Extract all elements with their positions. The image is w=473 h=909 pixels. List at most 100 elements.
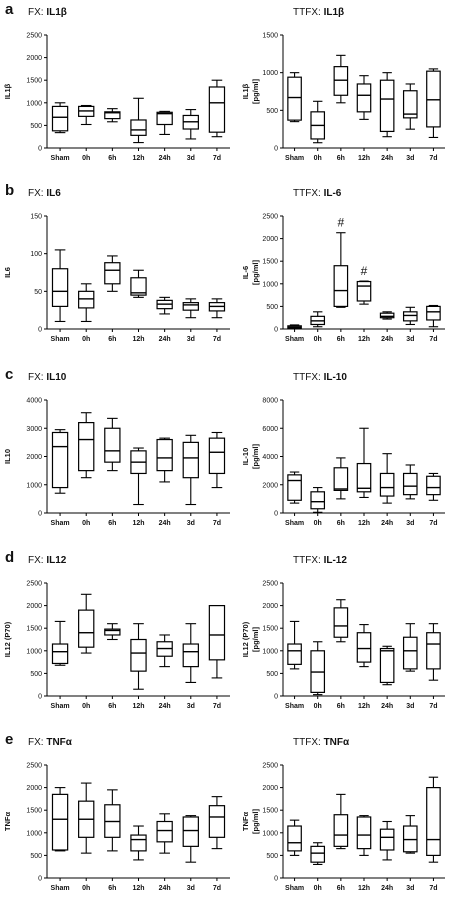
chart-title-a-fx: FX: IL1β bbox=[28, 7, 67, 18]
x-tick-label-e-fx: 7d bbox=[213, 885, 221, 892]
x-tick-label-e-ttfx: 3d bbox=[406, 885, 414, 892]
box-b-ttfx-6h bbox=[333, 265, 349, 308]
x-tick-label-b-fx: 6h bbox=[108, 336, 116, 343]
chart-title-c-ttfx: TTFX: IL-10 bbox=[293, 372, 347, 383]
x-tick-label-e-fx: 6h bbox=[108, 885, 116, 892]
box-d-ttfx-7d bbox=[426, 632, 441, 670]
x-tick-label-b-fx: 7d bbox=[213, 336, 221, 343]
x-tick-label-d-ttfx: Sham bbox=[285, 703, 304, 710]
x-tick-label-e-fx: 24h bbox=[159, 885, 171, 892]
y-tick-label-e-ttfx: 2500 bbox=[262, 763, 278, 770]
box-d-fx-6h bbox=[104, 628, 121, 636]
x-tick-label-c-fx: 6h bbox=[108, 520, 116, 527]
y-tick-label-b-ttfx: 2500 bbox=[262, 214, 278, 221]
box-d-ttfx-Sham bbox=[287, 643, 302, 665]
box-e-fx-7d bbox=[208, 805, 226, 838]
significance-mark-b-ttfx: # bbox=[361, 264, 368, 278]
box-c-fx-0h bbox=[78, 422, 95, 472]
x-tick-label-b-ttfx: 24h bbox=[381, 336, 393, 343]
box-d-ttfx-12h bbox=[356, 632, 372, 663]
x-tick-label-a-fx: 24h bbox=[159, 155, 171, 162]
y-tick-label-a-fx: 500 bbox=[30, 123, 42, 130]
x-tick-label-c-ttfx: 3d bbox=[406, 520, 414, 527]
x-tick-label-a-ttfx: Sham bbox=[285, 155, 304, 162]
x-tick-label-b-ttfx: Sham bbox=[285, 336, 304, 343]
x-tick-label-c-ttfx: 0h bbox=[314, 520, 322, 527]
y-axis-label-a-ttfx: IL1β bbox=[241, 83, 250, 99]
box-b-fx-Sham bbox=[51, 268, 69, 308]
box-e-fx-24h bbox=[156, 820, 173, 843]
x-tick-label-d-fx: Sham bbox=[51, 703, 70, 710]
y-tick-label-c-fx: 2000 bbox=[26, 454, 42, 461]
y-tick-label-e-fx: 0 bbox=[38, 876, 42, 883]
box-c-fx-7d bbox=[208, 437, 226, 475]
y-tick-label-b-fx: 100 bbox=[30, 251, 42, 258]
x-tick-label-e-ttfx: 6h bbox=[337, 885, 345, 892]
x-tick-label-d-fx: 24h bbox=[159, 703, 171, 710]
y-tick-label-d-fx: 2000 bbox=[26, 603, 42, 610]
panel-letter-e: e bbox=[5, 731, 13, 748]
chart-title-b-ttfx: TTFX: IL-6 bbox=[293, 188, 342, 199]
x-tick-label-a-ttfx: 6h bbox=[337, 155, 345, 162]
y-axis-label-d-ttfx: [pg/ml] bbox=[251, 627, 260, 652]
y-tick-label-c-ttfx: 2000 bbox=[262, 482, 278, 489]
x-tick-label-d-ttfx: 6h bbox=[337, 703, 345, 710]
y-tick-label-c-ttfx: 0 bbox=[274, 511, 278, 518]
y-tick-label-c-ttfx: 8000 bbox=[262, 398, 278, 405]
box-e-fx-3d bbox=[182, 816, 199, 847]
y-axis-label-c-fx: IL10 bbox=[3, 449, 12, 464]
x-tick-label-e-fx: 3d bbox=[187, 885, 195, 892]
y-tick-label-d-ttfx: 0 bbox=[274, 694, 278, 701]
y-tick-label-a-fx: 2000 bbox=[26, 55, 42, 62]
x-tick-label-d-ttfx: 0h bbox=[314, 703, 322, 710]
y-tick-label-b-fx: 150 bbox=[30, 214, 42, 221]
x-tick-label-d-fx: 12h bbox=[132, 703, 144, 710]
x-tick-label-b-ttfx: 12h bbox=[358, 336, 370, 343]
y-tick-label-c-fx: 4000 bbox=[26, 398, 42, 405]
y-tick-label-d-fx: 1500 bbox=[26, 626, 42, 633]
y-tick-label-b-ttfx: 1500 bbox=[262, 259, 278, 266]
x-tick-label-e-ttfx: 24h bbox=[381, 885, 393, 892]
box-c-ttfx-6h bbox=[333, 467, 349, 491]
y-tick-label-c-fx: 3000 bbox=[26, 426, 42, 433]
x-tick-label-a-fx: 0h bbox=[82, 155, 90, 162]
x-tick-label-d-ttfx: 24h bbox=[381, 703, 393, 710]
box-d-fx-12h bbox=[130, 638, 147, 672]
box-c-fx-24h bbox=[156, 438, 173, 472]
panel-letter-c: c bbox=[5, 366, 13, 383]
chart-title-c-fx: FX: IL10 bbox=[28, 372, 67, 383]
x-tick-label-a-fx: 12h bbox=[132, 155, 144, 162]
y-axis-label-c-ttfx: IL-10 bbox=[241, 448, 250, 466]
chart-title-b-fx: FX: IL6 bbox=[28, 188, 61, 199]
box-c-fx-6h bbox=[104, 427, 121, 463]
y-tick-label-b-fx: 0 bbox=[38, 327, 42, 334]
box-a-fx-Sham bbox=[51, 105, 69, 132]
y-axis-label-a-ttfx: [pg/ml] bbox=[251, 79, 260, 104]
box-a-ttfx-Sham bbox=[287, 76, 302, 121]
y-tick-label-a-ttfx: 0 bbox=[274, 146, 278, 153]
box-b-fx-6h bbox=[104, 262, 121, 285]
y-tick-label-b-ttfx: 500 bbox=[266, 304, 278, 311]
x-tick-label-b-fx: 0h bbox=[82, 336, 90, 343]
box-c-ttfx-24h bbox=[379, 472, 395, 497]
box-b-fx-0h bbox=[78, 290, 95, 309]
box-b-fx-3d bbox=[182, 302, 199, 311]
box-e-ttfx-7d bbox=[426, 786, 441, 856]
x-tick-label-c-fx: 24h bbox=[159, 520, 171, 527]
y-tick-label-d-fx: 0 bbox=[38, 694, 42, 701]
box-d-fx-0h bbox=[78, 609, 95, 648]
box-b-fx-12h bbox=[130, 277, 147, 296]
box-e-ttfx-6h bbox=[333, 814, 349, 847]
y-tick-label-c-fx: 1000 bbox=[26, 482, 42, 489]
box-d-ttfx-6h bbox=[333, 607, 349, 638]
box-c-fx-3d bbox=[182, 441, 199, 479]
y-tick-label-e-ttfx: 0 bbox=[274, 876, 278, 883]
x-tick-label-e-fx: 0h bbox=[82, 885, 90, 892]
x-tick-label-c-ttfx: 24h bbox=[381, 520, 393, 527]
y-axis-label-e-ttfx: [pg/ml] bbox=[251, 809, 260, 834]
y-tick-label-d-fx: 2500 bbox=[26, 581, 42, 588]
y-tick-label-e-ttfx: 500 bbox=[266, 853, 278, 860]
box-c-ttfx-7d bbox=[426, 475, 441, 496]
y-tick-label-a-fx: 0 bbox=[38, 146, 42, 153]
x-tick-label-b-fx: 24h bbox=[159, 336, 171, 343]
